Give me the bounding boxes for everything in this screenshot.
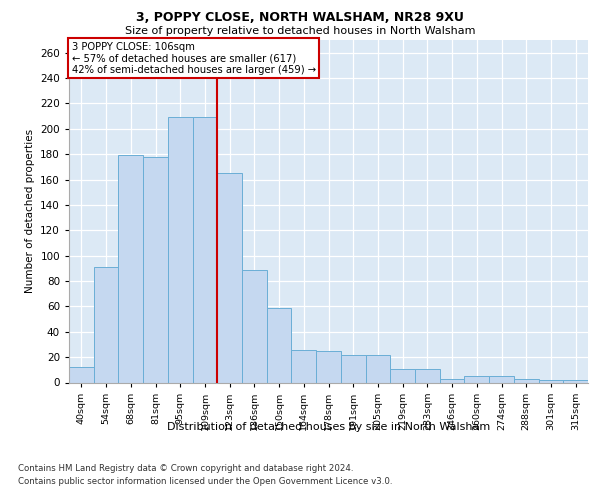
Bar [464,376,489,382]
Bar [69,368,94,382]
Bar [489,376,514,382]
Text: Contains HM Land Registry data © Crown copyright and database right 2024.: Contains HM Land Registry data © Crown c… [18,464,353,473]
Bar [415,368,440,382]
Bar [292,350,316,382]
Bar [563,380,588,382]
Bar [143,156,168,382]
Bar [217,173,242,382]
Text: 3, POPPY CLOSE, NORTH WALSHAM, NR28 9XU: 3, POPPY CLOSE, NORTH WALSHAM, NR28 9XU [136,11,464,24]
Bar [341,354,365,382]
Bar [94,267,118,382]
Text: 3 POPPY CLOSE: 106sqm
← 57% of detached houses are smaller (617)
42% of semi-det: 3 POPPY CLOSE: 106sqm ← 57% of detached … [71,42,316,75]
Bar [193,118,217,382]
Bar [365,354,390,382]
Text: Distribution of detached houses by size in North Walsham: Distribution of detached houses by size … [167,422,490,432]
Bar [118,156,143,382]
Bar [242,270,267,382]
Y-axis label: Number of detached properties: Number of detached properties [25,129,35,294]
Bar [168,118,193,382]
Bar [440,378,464,382]
Bar [390,368,415,382]
Bar [267,308,292,382]
Bar [539,380,563,382]
Text: Contains public sector information licensed under the Open Government Licence v3: Contains public sector information licen… [18,478,392,486]
Text: Size of property relative to detached houses in North Walsham: Size of property relative to detached ho… [125,26,475,36]
Bar [316,351,341,382]
Bar [514,378,539,382]
